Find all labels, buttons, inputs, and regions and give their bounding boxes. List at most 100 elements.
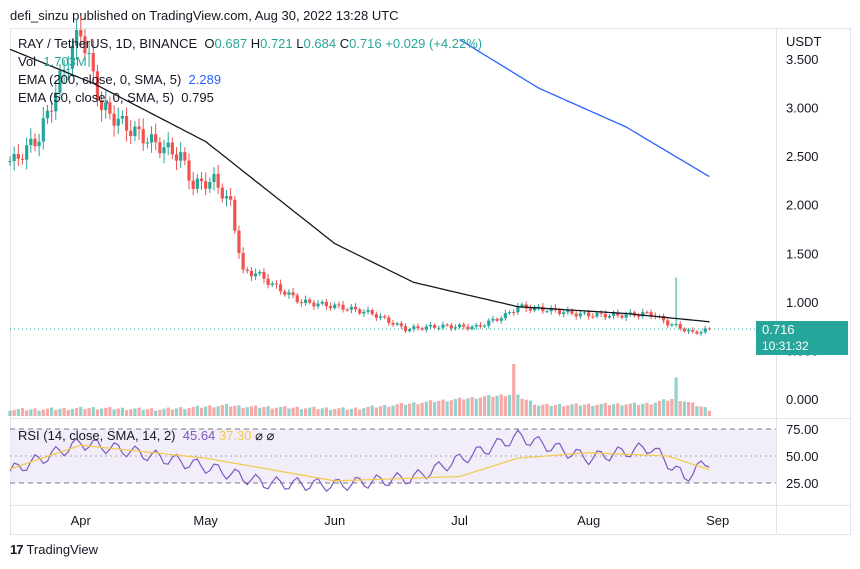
candle-body bbox=[54, 92, 58, 112]
rsi-visibility-icons[interactable]: ⌀ ⌀ bbox=[255, 428, 275, 443]
time-tick-label: Apr bbox=[71, 513, 92, 528]
candle-body bbox=[212, 173, 216, 182]
candle-body bbox=[462, 324, 466, 327]
candle-body bbox=[512, 312, 516, 314]
legend-c-label: C bbox=[339, 36, 350, 51]
legend-volume-row: Vol 1.703M bbox=[18, 54, 87, 69]
candle-body bbox=[449, 325, 453, 329]
candle-body bbox=[582, 312, 587, 314]
volume-bar bbox=[487, 394, 491, 416]
candle-body bbox=[278, 284, 283, 292]
candle-body bbox=[612, 312, 616, 316]
candle-body bbox=[299, 302, 304, 304]
volume-bar bbox=[466, 398, 470, 416]
volume-bar bbox=[574, 403, 578, 416]
candle-body bbox=[399, 323, 403, 327]
bar-countdown-tag: 10:31:32 bbox=[756, 338, 848, 355]
candle-body bbox=[607, 315, 612, 318]
volume-bar bbox=[274, 407, 279, 416]
publish-line: defi_sinzu published on TradingView.com,… bbox=[10, 8, 399, 23]
volume-bar bbox=[324, 407, 328, 416]
legend-o-label: O bbox=[204, 36, 215, 51]
volume-bar bbox=[104, 407, 108, 416]
legend-l-value: 0.684 bbox=[303, 36, 337, 51]
candle-body bbox=[287, 292, 291, 295]
candle-body bbox=[70, 45, 75, 69]
legend-symbol[interactable]: RAY / TetherUS, 1D, BINANCE bbox=[18, 36, 198, 51]
volume-bar bbox=[507, 394, 512, 416]
volume-bar bbox=[453, 398, 458, 416]
volume-bar bbox=[50, 407, 54, 416]
candle-body bbox=[266, 278, 270, 285]
volume-bar bbox=[37, 410, 41, 416]
volume-bar bbox=[299, 409, 304, 416]
volume-bar bbox=[449, 400, 453, 416]
candle-body bbox=[120, 115, 125, 119]
candle-body bbox=[349, 306, 353, 310]
candle-body bbox=[487, 320, 491, 326]
volume-bar bbox=[599, 403, 603, 416]
legend-rsi-row[interactable]: RSI (14, close, SMA, 14, 2) 45.64 37.30 … bbox=[18, 428, 274, 444]
candle-body bbox=[41, 118, 45, 142]
volume-bar bbox=[216, 406, 220, 416]
volume-bar bbox=[303, 408, 308, 416]
candle-body bbox=[574, 313, 578, 317]
volume-bar bbox=[8, 410, 12, 416]
candle-body bbox=[174, 154, 179, 161]
volume-bar bbox=[41, 409, 45, 416]
legend-symbol-row: RAY / TetherUS, 1D, BINANCE O0.687 H0.72… bbox=[18, 36, 482, 51]
candle-body bbox=[358, 309, 362, 314]
volume-bar bbox=[549, 405, 553, 416]
volume-bar bbox=[124, 410, 129, 416]
candle-body bbox=[154, 134, 158, 143]
candle-body bbox=[274, 283, 279, 285]
volume-bar bbox=[557, 404, 562, 416]
volume-bar bbox=[645, 402, 649, 416]
volume-bar bbox=[545, 403, 549, 416]
volume-bar bbox=[691, 402, 695, 416]
price-candles bbox=[8, 15, 711, 337]
volume-bar bbox=[428, 400, 433, 416]
candle-body bbox=[478, 325, 483, 327]
volume-bar bbox=[412, 402, 416, 416]
volume-bar bbox=[187, 408, 191, 416]
tradingview-logo-icon: 17 bbox=[10, 542, 24, 557]
candle-body bbox=[262, 271, 266, 279]
volume-bar bbox=[703, 407, 707, 416]
legend-ema50-row[interactable]: EMA (50, close, 0, SMA, 5) 0.795 bbox=[18, 90, 214, 105]
candle-body bbox=[699, 332, 703, 334]
candle-body bbox=[191, 180, 195, 189]
legend-change: +0.029 (+4.22%) bbox=[385, 36, 483, 51]
time-tick-label: Jul bbox=[451, 513, 468, 528]
legend-ema50-value: 0.795 bbox=[181, 90, 214, 105]
volume-bar bbox=[370, 405, 374, 416]
candle-body bbox=[686, 330, 691, 332]
candle-body bbox=[395, 323, 399, 325]
candle-body bbox=[187, 160, 191, 181]
volume-bar bbox=[478, 397, 483, 416]
candle-body bbox=[337, 304, 341, 306]
volume-bar bbox=[116, 408, 120, 416]
volume-bar bbox=[233, 405, 237, 416]
legend-ema200-row[interactable]: EMA (200, close, 0, SMA, 5) 2.289 bbox=[18, 72, 221, 87]
volume-bar bbox=[678, 401, 682, 416]
footer-brand[interactable]: 17 TradingView bbox=[10, 542, 98, 557]
volume-bar bbox=[112, 409, 116, 416]
candle-body bbox=[25, 145, 29, 160]
volume-bar bbox=[199, 407, 204, 416]
volume-bar bbox=[641, 403, 645, 416]
volume-bar bbox=[212, 407, 216, 416]
candle-body bbox=[370, 310, 374, 315]
candle-body bbox=[566, 310, 570, 313]
volume-bar bbox=[395, 404, 399, 416]
volume-bar bbox=[258, 407, 262, 416]
time-tick-label: Aug bbox=[577, 513, 600, 528]
candle-body bbox=[474, 325, 478, 327]
volume-bar bbox=[345, 409, 349, 416]
candle-body bbox=[703, 328, 707, 333]
legend-vol-label: Vol bbox=[18, 54, 37, 69]
candle-body bbox=[199, 178, 204, 182]
candle-body bbox=[66, 68, 70, 70]
volume-bar bbox=[245, 407, 249, 416]
